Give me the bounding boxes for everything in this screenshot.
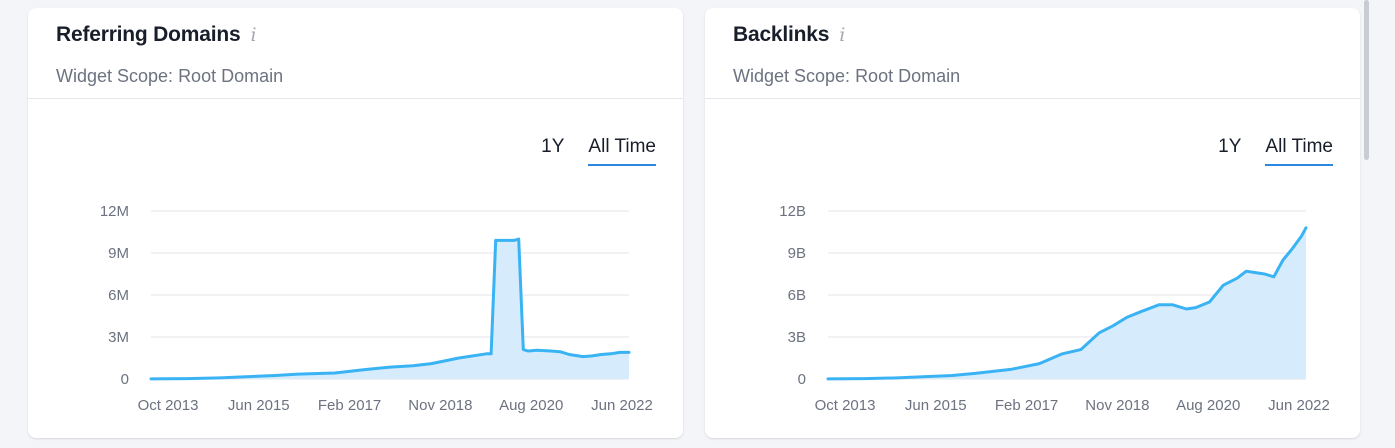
x-tick-label: Feb 2017	[995, 397, 1058, 414]
info-icon[interactable]: i	[839, 24, 846, 46]
widget-header: Backlinks i Widget Scope: Root Domain	[705, 8, 1360, 99]
tab-1y[interactable]: 1Y	[541, 136, 565, 157]
y-tick-label: 0	[798, 371, 806, 388]
y-tick-label: 12B	[779, 203, 806, 220]
tab-1y[interactable]: 1Y	[1218, 136, 1242, 157]
referring-domains-chart: 0 3M 6M 9M 12M Oct 2013 Jun 2015 Feb 2017 Nov 20…	[100, 203, 653, 414]
backlinks-widget: Backlinks i Widget Scope: Root Domain 1Y …	[705, 8, 1360, 438]
widget-scope: Widget Scope: Root Domain	[733, 66, 961, 86]
y-tick-label: 6B	[788, 287, 806, 304]
series-area	[151, 239, 629, 379]
time-range-tabs: 1Y All Time	[517, 136, 656, 170]
series-line	[149, 237, 631, 381]
series-line	[826, 226, 1308, 381]
widget-title: Backlinks i	[733, 23, 846, 46]
widget-title: Referring Domains i	[56, 23, 257, 46]
widget-header: Referring Domains i Widget Scope: Root Do…	[28, 8, 683, 99]
tab-all-time[interactable]: All Time	[1265, 136, 1333, 166]
x-tick-label: Jun 2022	[591, 397, 653, 414]
x-tick-label: Aug 2020	[499, 397, 563, 414]
x-tick-label: Nov 2018	[408, 397, 472, 414]
x-tick-label: Jun 2015	[228, 397, 290, 414]
x-tick-label: Feb 2017	[318, 397, 381, 414]
y-tick-label: 3M	[108, 329, 129, 346]
backlinks-chart: 0 3B 6B 9B 12B Oct 2013 Jun 2015 Feb 2017 Nov 20…	[779, 203, 1330, 414]
y-tick-label: 9B	[788, 245, 806, 262]
info-icon[interactable]: i	[250, 24, 257, 46]
y-tick-label: 6M	[108, 287, 129, 304]
x-tick-label: Oct 2013	[138, 397, 199, 414]
x-tick-label: Nov 2018	[1085, 397, 1149, 414]
referring-domains-widget: Referring Domains i Widget Scope: Root Do…	[28, 8, 683, 438]
series-area	[828, 227, 1306, 379]
time-range-tabs: 1Y All Time	[1194, 136, 1333, 170]
page-scrollbar[interactable]	[1364, 0, 1369, 160]
y-tick-label: 3B	[788, 329, 806, 346]
x-tick-label: Oct 2013	[815, 397, 876, 414]
tab-all-time[interactable]: All Time	[588, 136, 656, 166]
y-tick-label: 9M	[108, 245, 129, 262]
y-tick-label: 0	[121, 371, 129, 388]
x-tick-label: Jun 2015	[905, 397, 967, 414]
widget-scope: Widget Scope: Root Domain	[56, 66, 284, 86]
x-tick-label: Jun 2022	[1268, 397, 1330, 414]
x-tick-label: Aug 2020	[1176, 397, 1240, 414]
y-tick-label: 12M	[100, 203, 129, 220]
